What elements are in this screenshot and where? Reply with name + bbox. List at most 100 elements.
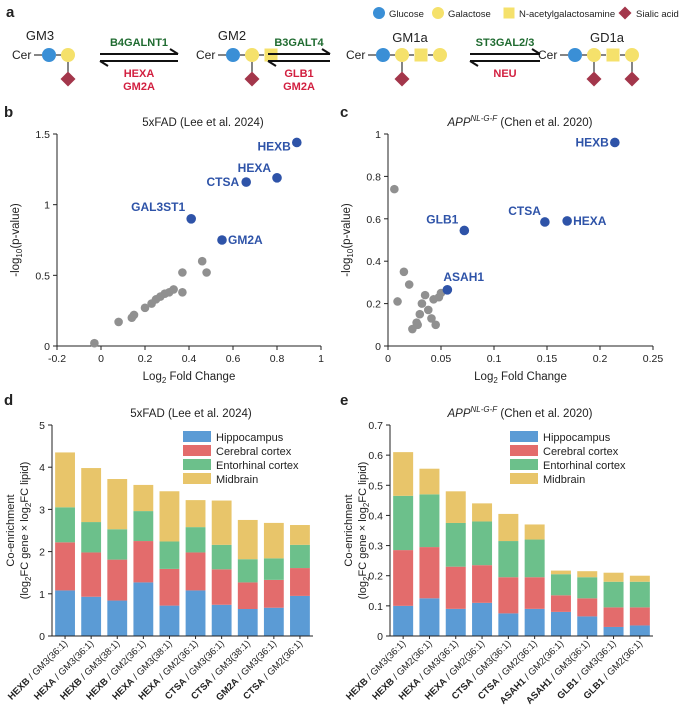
bar-segment-cerebral-cortex	[237, 582, 258, 609]
x-tick-label: 0.25	[643, 353, 664, 365]
bar-segment-midbrain	[393, 452, 414, 496]
bar-segment-hippocampus	[472, 602, 493, 636]
x-tick-label: 0	[98, 353, 104, 365]
bar-segment-entorhinal-cortex	[211, 544, 232, 570]
data-point	[169, 285, 178, 294]
y-tick-label: 0.2	[368, 571, 383, 583]
panel-c: c APPNL-G-F (Chen et al. 2020) 0 0.05 0.1 0.1…	[340, 104, 663, 385]
bar-segment-midbrain	[263, 522, 284, 559]
y-tick-label: 5	[39, 420, 45, 432]
bar-segment-entorhinal-cortex	[55, 507, 75, 543]
glycan-name: GM1a	[392, 30, 428, 45]
data-point	[90, 338, 99, 348]
y-tick-label: 4	[39, 462, 45, 474]
bar-segment-entorhinal-cortex	[237, 559, 258, 583]
galactose-icon	[433, 48, 447, 62]
arrow-head	[469, 60, 479, 67]
galactose-icon	[395, 48, 409, 62]
point-label-hexb: HEXB	[257, 139, 291, 153]
point-label-hexa: HEXA	[238, 161, 272, 175]
enzyme-forward: B3GALT4	[274, 37, 324, 49]
legend-label: Cerebral cortex	[216, 446, 292, 458]
y-tick-label: 0	[377, 631, 383, 643]
point-label-ctsa: CTSA	[207, 175, 240, 189]
bar-segment-cerebral-cortex	[577, 598, 598, 617]
legend-label: Midbrain	[543, 474, 585, 486]
y-tick-label: 1	[44, 200, 50, 212]
x-tick-label: 0.6	[226, 353, 241, 365]
enzyme-reverse: GLB1	[284, 68, 313, 80]
bar-segment-midbrain	[472, 503, 493, 522]
chart-title: APPNL-G-F (Chen et al. 2020)	[447, 114, 593, 129]
bar-segment-entorhinal-cortex	[419, 494, 440, 548]
bar-segment-cerebral-cortex	[498, 577, 519, 614]
legend-swatch	[510, 431, 538, 442]
panel-label-a: a	[6, 4, 15, 21]
bar-segment-cerebral-cortex	[107, 559, 128, 601]
point-label-ctsa: CTSA	[508, 204, 541, 218]
x-axis-label: Log2 Fold Change	[474, 371, 567, 385]
y-tick-label: 1	[39, 589, 45, 601]
bar-segment-entorhinal-cortex	[498, 541, 519, 578]
bar-segment-cerebral-cortex	[81, 552, 102, 597]
bar-segment-midbrain	[237, 519, 258, 560]
bar-segment-hippocampus	[393, 605, 414, 636]
y-axis-label: -log10(p-value)	[10, 203, 24, 277]
bar-segment-midbrain	[577, 571, 598, 578]
glycan-name: GD1a	[590, 30, 625, 45]
data-point-gal3st1	[186, 214, 196, 224]
galactose-icon	[587, 48, 601, 62]
glucose-icon	[373, 7, 385, 19]
legend-swatch	[183, 445, 211, 456]
enzyme-reverse: NEU	[493, 68, 516, 80]
data-point-ctsa	[540, 217, 550, 227]
x-tick-label: 0.8	[270, 353, 285, 365]
legend-swatch	[510, 459, 538, 470]
y-axis-label: Co-enrichment	[343, 494, 355, 566]
chart-title: 5xFAD (Lee et al. 2024)	[142, 117, 264, 129]
glucose-icon	[226, 48, 240, 62]
y-tick-label: 0.6	[368, 450, 383, 462]
sialic-acid-icon	[586, 71, 602, 87]
data-point	[140, 303, 150, 313]
bar-segment-midbrain	[290, 525, 310, 545]
y-tick-label: 0.6	[366, 214, 381, 226]
bar-segment-entorhinal-cortex	[393, 495, 414, 551]
y-axis-label-2: (log2FC gene × log2FC lipid)	[19, 462, 33, 600]
bar-segment-midbrain	[419, 468, 440, 495]
arrow-head	[321, 48, 331, 55]
bar-segment-entorhinal-cortex	[472, 521, 493, 566]
y-tick-label: 0.4	[368, 510, 383, 522]
bar-segment-hippocampus	[55, 590, 75, 636]
bar-segment-hippocampus	[133, 582, 154, 636]
bar-segment-hippocampus	[159, 605, 180, 636]
glycan-gm2: Cer	[196, 48, 278, 87]
legend-galnac: N-acetylgalactosamine	[519, 9, 615, 20]
glucose-icon	[42, 48, 56, 62]
x-tick-label: 0.4	[182, 353, 197, 365]
y-tick-label: 0	[39, 631, 45, 643]
panel-label-e: e	[340, 392, 348, 409]
sialic-acid-icon	[60, 71, 76, 87]
x-tick-label: 0.2	[138, 353, 153, 365]
legend-sialic-acid: Sialic acid	[636, 9, 679, 20]
glycan-gm1a: Cer	[346, 48, 447, 87]
bar-segment-entorhinal-cortex	[550, 574, 571, 596]
data-point	[129, 310, 139, 320]
bar-segment-hippocampus	[577, 616, 598, 636]
x-tick-label: 1	[318, 353, 324, 365]
data-point	[420, 290, 430, 300]
enzyme-forward: ST3GAL2/3	[476, 37, 535, 49]
enzyme-forward: B4GALNT1	[110, 37, 168, 49]
bar-segment-cerebral-cortex	[603, 607, 624, 627]
panel-label-b: b	[4, 104, 13, 121]
x-tick-label: 0.2	[593, 353, 608, 365]
data-point-hexa	[562, 216, 572, 226]
bar-segment-entorhinal-cortex	[445, 522, 466, 567]
glycan-gm3: Cer	[12, 48, 76, 87]
data-point	[417, 299, 427, 308]
bar-segment-cerebral-cortex	[393, 550, 414, 606]
